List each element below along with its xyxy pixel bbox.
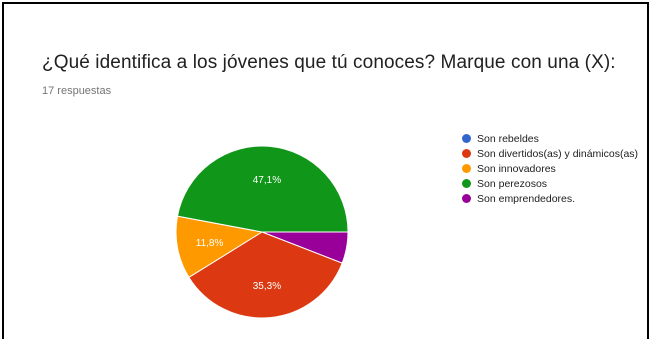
legend-swatch-3 bbox=[462, 164, 471, 173]
pie-data-label-4: 47,1% bbox=[253, 175, 281, 186]
legend-label-3: Son innovadores bbox=[477, 162, 556, 175]
response-count: 17 respuestas bbox=[42, 85, 112, 97]
legend-item-3[interactable]: Son innovadores bbox=[462, 161, 638, 176]
pie-data-label-3: 11,8% bbox=[196, 238, 224, 249]
question-title: ¿Qué identifica a los jóvenes que tú con… bbox=[42, 52, 616, 73]
legend-swatch-4 bbox=[462, 179, 471, 188]
legend-label-5: Son emprendedores. bbox=[477, 192, 576, 205]
legend-item-2[interactable]: Son divertidos(as) y dinámicos(as) bbox=[462, 146, 638, 161]
pie-slice-3[interactable] bbox=[175, 215, 264, 279]
legend-label-4: Son perezosos bbox=[477, 177, 548, 190]
legend-item-4[interactable]: Son perezosos bbox=[462, 176, 638, 191]
pie-data-label-2: 35,3% bbox=[253, 281, 281, 292]
legend-swatch-5 bbox=[462, 194, 471, 203]
legend-swatch-2 bbox=[462, 149, 471, 158]
legend-item-1[interactable]: Son rebeldes bbox=[462, 131, 638, 146]
legend-label-2: Son divertidos(as) y dinámicos(as) bbox=[477, 147, 639, 160]
legend-item-5[interactable]: Son emprendedores. bbox=[462, 191, 638, 206]
pie-slice-4[interactable] bbox=[176, 145, 349, 233]
chart-legend: Son rebeldes Son divertidos(as) y dinámic… bbox=[462, 131, 638, 206]
legend-swatch-1 bbox=[462, 134, 471, 143]
legend-label-1: Son rebeldes bbox=[477, 132, 539, 145]
pie-slice-2[interactable] bbox=[188, 231, 343, 319]
